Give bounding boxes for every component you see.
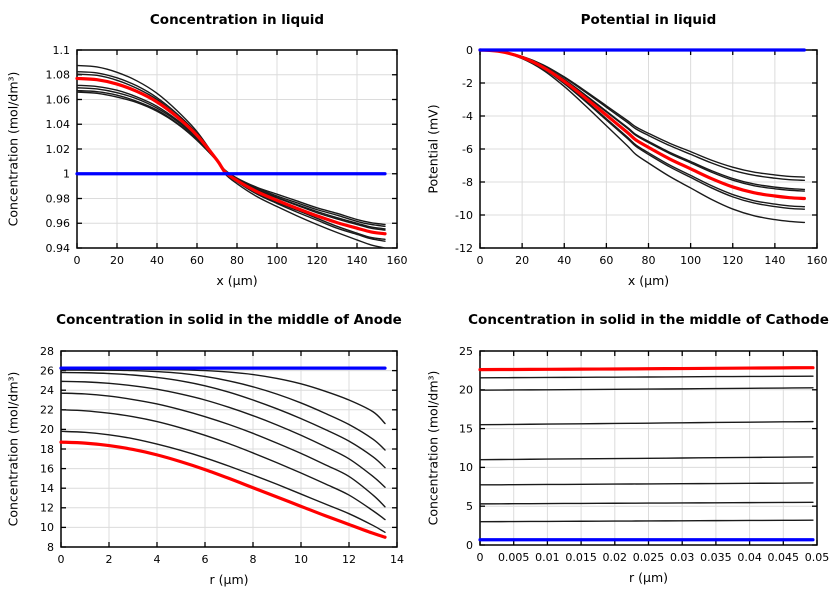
x-axis-label: x (µm): [627, 273, 670, 288]
svg-text:-2: -2: [462, 77, 473, 90]
svg-text:1.1: 1.1: [53, 44, 71, 57]
svg-text:0.98: 0.98: [46, 192, 71, 205]
svg-text:0: 0: [466, 539, 473, 552]
svg-text:20: 20: [110, 254, 124, 267]
svg-text:60: 60: [599, 254, 613, 267]
svg-text:26: 26: [40, 364, 54, 377]
svg-text:0: 0: [74, 254, 81, 267]
svg-text:100: 100: [267, 254, 288, 267]
svg-text:10: 10: [294, 553, 308, 566]
svg-text:8: 8: [250, 553, 257, 566]
svg-text:0.04: 0.04: [737, 551, 762, 564]
svg-text:120: 120: [722, 254, 743, 267]
svg-text:0.005: 0.005: [498, 551, 530, 564]
svg-text:16: 16: [40, 462, 54, 475]
svg-text:12: 12: [342, 553, 356, 566]
svg-text:20: 20: [515, 254, 529, 267]
svg-text:0.96: 0.96: [46, 217, 71, 230]
svg-text:1.06: 1.06: [46, 93, 71, 106]
svg-text:8: 8: [47, 541, 54, 554]
svg-text:24: 24: [40, 384, 54, 397]
svg-text:0: 0: [477, 254, 484, 267]
svg-text:0: 0: [58, 553, 65, 566]
svg-text:1.08: 1.08: [46, 69, 71, 82]
svg-text:20: 20: [459, 384, 473, 397]
chart-panel-concentration-solid-anode: 0 2 4 6 8 10 12 14 8 10 12 14 16 18 20 22 24 26 28 Concent…: [0, 300, 420, 600]
svg-text:140: 140: [347, 254, 368, 267]
svg-text:-4: -4: [462, 110, 473, 123]
svg-text:0.94: 0.94: [46, 242, 71, 255]
svg-text:0.015: 0.015: [565, 551, 597, 564]
svg-text:22: 22: [40, 404, 54, 417]
svg-text:120: 120: [307, 254, 328, 267]
svg-text:10: 10: [40, 521, 54, 534]
svg-text:40: 40: [557, 254, 571, 267]
svg-text:2: 2: [106, 553, 113, 566]
svg-text:1: 1: [63, 168, 70, 181]
svg-text:1.02: 1.02: [46, 143, 71, 156]
potential-in-liquid-plot: 0 20 40 60 80 100 120 140 160 -12 -10 -8 -6 -4 -2 0: [455, 44, 828, 267]
svg-text:0.05: 0.05: [805, 551, 830, 564]
svg-text:25: 25: [459, 345, 473, 358]
chart-panel-concentration-in-liquid: 0 20 40 60 80 100 120 140 160 0.94 0.96 0.98 1 1.02 1.…: [0, 0, 420, 300]
chart-panel-concentration-solid-cathode: 0 0.005 0.01 0.015 0.02 0.025 0.03 0.035 0.04 0.0…: [420, 300, 840, 600]
svg-text:5: 5: [466, 500, 473, 513]
svg-text:-10: -10: [455, 209, 473, 222]
svg-text:14: 14: [390, 553, 404, 566]
y-axis-label: Concentration (mol/dm³): [5, 71, 21, 227]
chart-title: Potential in liquid: [580, 12, 717, 28]
svg-text:1.04: 1.04: [46, 118, 71, 131]
chart-title: Concentration in solid in the middle of …: [468, 312, 829, 328]
y-axis-label: Potential (mV): [425, 104, 441, 194]
svg-text:-12: -12: [455, 242, 473, 255]
x-axis-label: r (µm): [209, 572, 249, 587]
concentration-solid-cathode-plot: 0 0.005 0.01 0.015 0.02 0.025 0.03 0.035 0.04 0.0…: [459, 345, 830, 564]
svg-text:40: 40: [150, 254, 164, 267]
x-axis-label: r (µm): [629, 570, 668, 585]
svg-text:0: 0: [477, 551, 484, 564]
svg-text:10: 10: [459, 461, 473, 474]
svg-text:18: 18: [40, 443, 54, 456]
svg-text:14: 14: [40, 482, 54, 495]
svg-text:160: 160: [807, 254, 828, 267]
svg-text:15: 15: [459, 422, 473, 435]
chart-panel-potential-in-liquid: 0 20 40 60 80 100 120 140 160 -12 -10 -8 -6 -4 -2 0 Pot…: [420, 0, 840, 300]
svg-text:0.03: 0.03: [670, 551, 695, 564]
svg-text:0.035: 0.035: [700, 551, 732, 564]
svg-text:0.02: 0.02: [603, 551, 628, 564]
svg-text:0.025: 0.025: [633, 551, 665, 564]
svg-text:0.045: 0.045: [768, 551, 800, 564]
svg-text:60: 60: [190, 254, 204, 267]
svg-text:20: 20: [40, 423, 54, 436]
svg-text:0.01: 0.01: [535, 551, 560, 564]
y-axis-label: Concentration (mol/dm³): [425, 370, 441, 526]
svg-text:100: 100: [680, 254, 701, 267]
svg-text:28: 28: [40, 345, 54, 358]
x-axis-label: x (µm): [216, 273, 258, 288]
svg-text:12: 12: [40, 502, 54, 515]
svg-text:80: 80: [230, 254, 244, 267]
svg-text:0: 0: [466, 44, 473, 57]
concentration-in-liquid-plot: 0 20 40 60 80 100 120 140 160 0.94 0.96 0.98 1 1.02 1.…: [46, 44, 408, 267]
chart-title: Concentration in liquid: [149, 12, 325, 28]
y-axis-label: Concentration (mol/dm³): [5, 371, 21, 527]
svg-text:-6: -6: [462, 143, 473, 156]
svg-text:140: 140: [764, 254, 785, 267]
svg-text:-8: -8: [462, 176, 473, 189]
chart-title: Concentration in solid in the middle of …: [56, 312, 402, 328]
svg-text:160: 160: [387, 254, 408, 267]
svg-text:6: 6: [202, 553, 209, 566]
svg-text:4: 4: [154, 553, 161, 566]
svg-text:80: 80: [642, 254, 656, 267]
